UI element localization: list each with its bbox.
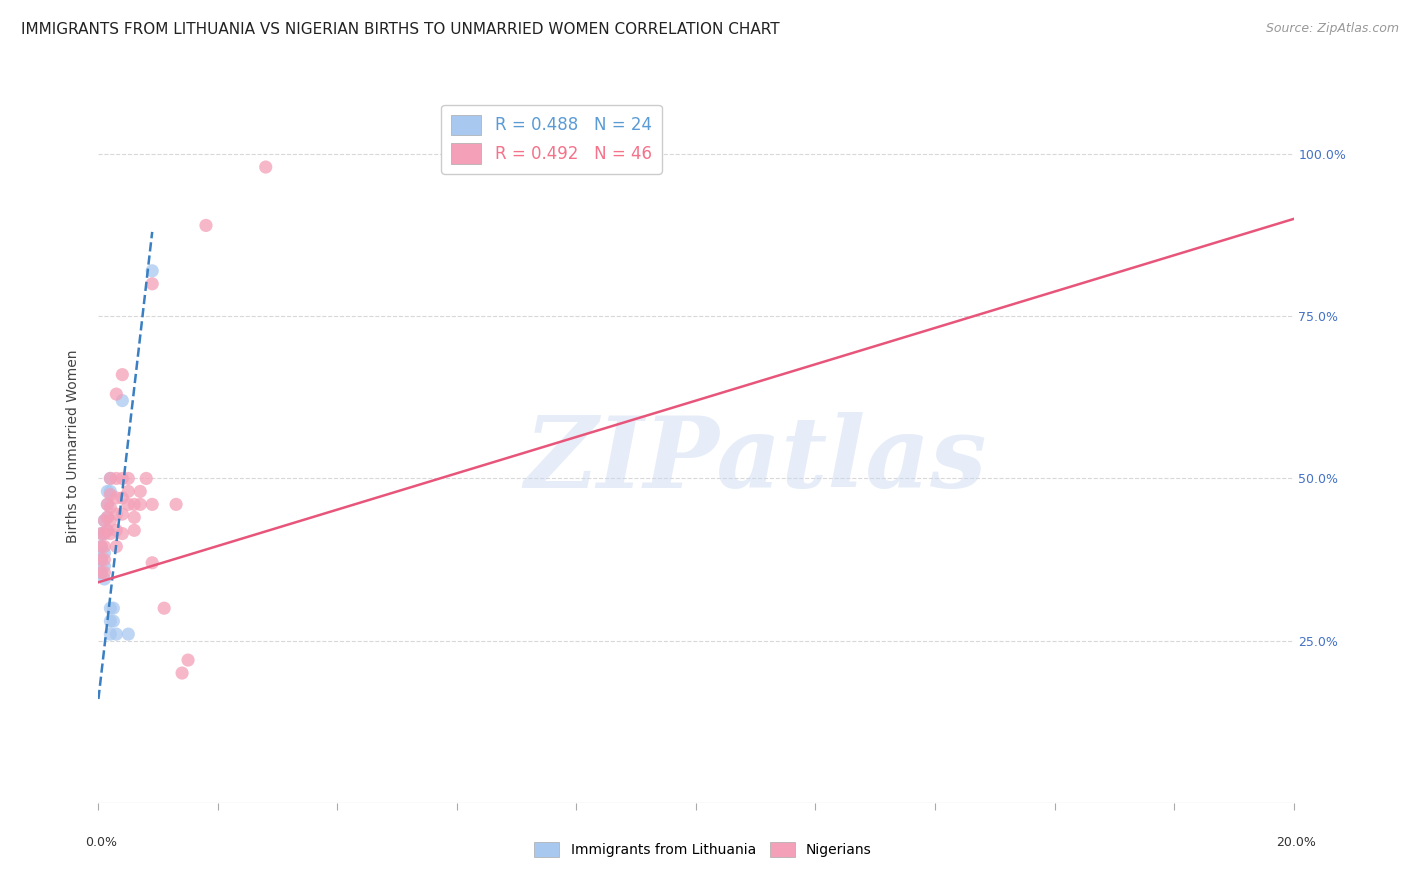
Point: [153, 601, 176, 615]
Point: [105, 524, 128, 538]
Point: [93, 514, 115, 528]
Point: [100, 601, 122, 615]
Point: [129, 484, 152, 499]
Point: [124, 497, 146, 511]
Point: [100, 627, 122, 641]
Point: [90, 526, 112, 541]
Point: [111, 491, 134, 505]
Point: [111, 526, 134, 541]
Point: [100, 471, 122, 485]
Legend: Immigrants from Lithuania, Nigerians: Immigrants from Lithuania, Nigerians: [529, 837, 877, 863]
Point: [141, 556, 163, 570]
Point: [90, 540, 112, 554]
Point: [93, 514, 115, 528]
Point: [111, 471, 134, 485]
Point: [93, 552, 115, 566]
Point: [96, 497, 118, 511]
Text: Source: ZipAtlas.com: Source: ZipAtlas.com: [1265, 22, 1399, 36]
Point: [90, 552, 112, 566]
Point: [141, 277, 163, 291]
Point: [105, 491, 128, 505]
Point: [96, 497, 118, 511]
Point: [90, 552, 112, 566]
Point: [105, 471, 128, 485]
Text: 20.0%: 20.0%: [1277, 837, 1316, 849]
Point: [100, 500, 122, 515]
Point: [172, 666, 194, 681]
Point: [105, 387, 128, 401]
Point: [124, 510, 146, 524]
Point: [105, 507, 128, 521]
Point: [90, 566, 112, 580]
Point: [100, 514, 122, 528]
Legend: R = 0.488   N = 24, R = 0.492   N = 46: R = 0.488 N = 24, R = 0.492 N = 46: [441, 104, 662, 174]
Point: [93, 559, 115, 574]
Point: [103, 614, 125, 628]
Point: [254, 160, 277, 174]
Point: [100, 526, 122, 541]
Point: [129, 497, 152, 511]
Point: [117, 497, 139, 511]
Point: [124, 524, 146, 538]
Text: 0.0%: 0.0%: [86, 837, 117, 849]
Point: [96, 524, 118, 538]
Point: [96, 510, 118, 524]
Point: [103, 601, 125, 615]
Point: [141, 497, 163, 511]
Point: [141, 264, 163, 278]
Point: [90, 540, 112, 554]
Point: [90, 566, 112, 580]
Point: [117, 627, 139, 641]
Point: [93, 572, 115, 586]
Text: IMMIGRANTS FROM LITHUANIA VS NIGERIAN BIRTHS TO UNMARRIED WOMEN CORRELATION CHAR: IMMIGRANTS FROM LITHUANIA VS NIGERIAN BI…: [21, 22, 780, 37]
Point: [93, 566, 115, 580]
Point: [96, 510, 118, 524]
Point: [111, 393, 134, 408]
Point: [96, 524, 118, 538]
Point: [177, 653, 200, 667]
Point: [100, 488, 122, 502]
Point: [93, 526, 115, 541]
Point: [93, 546, 115, 560]
Point: [105, 627, 128, 641]
Point: [96, 484, 118, 499]
Point: [117, 484, 139, 499]
Point: [100, 484, 122, 499]
Point: [93, 540, 115, 554]
Point: [93, 526, 115, 541]
Point: [105, 540, 128, 554]
Y-axis label: Births to Unmarried Women: Births to Unmarried Women: [66, 350, 80, 542]
Text: ZIPatlas: ZIPatlas: [524, 412, 987, 508]
Point: [100, 471, 122, 485]
Point: [117, 471, 139, 485]
Point: [111, 368, 134, 382]
Point: [165, 497, 187, 511]
Point: [135, 471, 157, 485]
Point: [111, 507, 134, 521]
Point: [90, 526, 112, 541]
Point: [195, 219, 218, 233]
Point: [100, 614, 122, 628]
